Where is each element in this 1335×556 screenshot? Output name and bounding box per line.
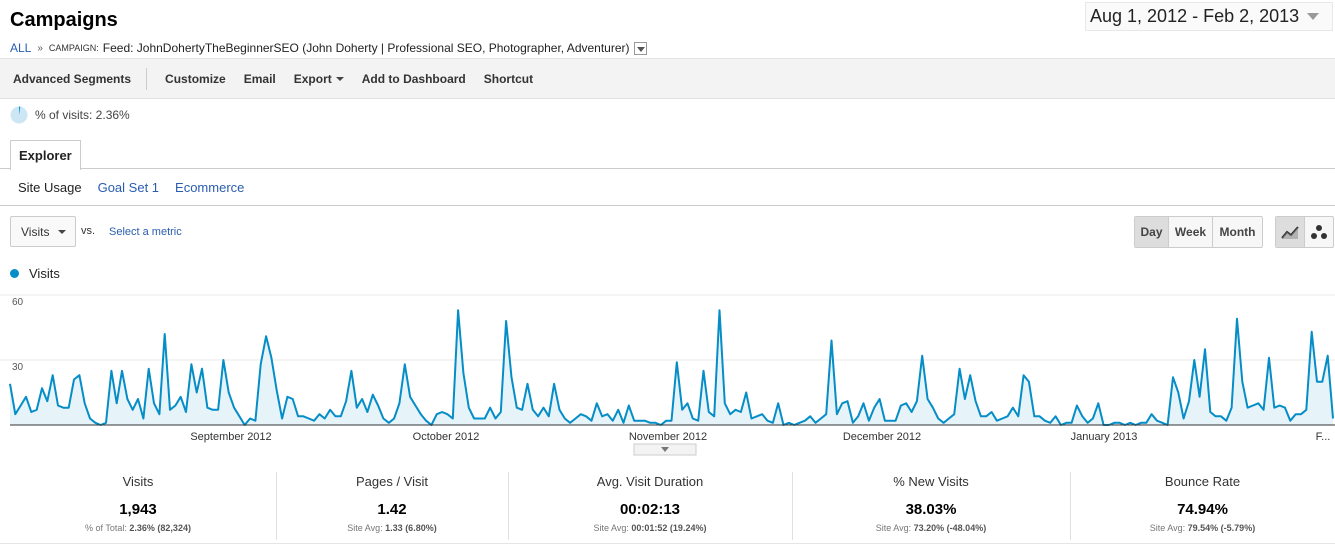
subtab-ecommerce[interactable]: Ecommerce: [175, 180, 245, 195]
breadcrumb-all-link[interactable]: ALL: [10, 41, 32, 55]
vs-label: vs.: [81, 225, 96, 237]
period-toggle: Day Week Month: [1134, 216, 1263, 248]
chart-legend: Visits: [10, 266, 60, 281]
scorecard-comparison-prefix: Site Avg:: [875, 523, 912, 533]
scorecard-label: Bounce Rate: [1164, 474, 1241, 489]
advanced-segments-button[interactable]: Advanced Segments: [13, 71, 132, 86]
segment-indicator: % of visits: 2.36%: [10, 106, 130, 124]
bubble-chart-icon: [1310, 225, 1327, 239]
toolbar-divider: [146, 67, 148, 90]
add-to-dashboard-button[interactable]: Add to Dashboard: [361, 71, 466, 86]
email-button[interactable]: Email: [243, 71, 276, 86]
scorecard-comparison-prefix: Site Avg:: [593, 523, 629, 533]
scorecard-comparison-value: 2.36% (82,324): [129, 523, 191, 533]
chart-collapse-handle[interactable]: [633, 443, 697, 456]
scorecard-comparison-value: 73.20% (-48.04%): [913, 523, 987, 533]
campaign-dropdown-button[interactable]: [633, 41, 647, 55]
scorecard-label: % New Visits: [893, 474, 969, 489]
scorecard-comparison-value: 79.54% (-5.79%): [1187, 523, 1256, 533]
scorecard[interactable]: Visits 1,943 % of Total: 2.36% (82,324): [0, 472, 276, 540]
period-day-button[interactable]: Day: [1135, 217, 1168, 247]
x-tick-label: September 2012: [190, 431, 271, 443]
report-toolbar: Advanced Segments Customize Email Export…: [0, 58, 1335, 99]
breadcrumb-separator: »: [37, 42, 43, 54]
line-chart-icon: [1280, 226, 1299, 239]
scorecard-comparison-value: 1.33 (6.80%): [385, 523, 437, 533]
breadcrumb-campaign-value: Feed: JohnDohertyTheBeginnerSEO (John Do…: [102, 41, 630, 55]
visits-line-chart: 60 30 September 2012 October 2012 November 2…: [0, 294, 1335, 456]
select-metric-link[interactable]: Select a metric: [109, 226, 182, 238]
customize-button[interactable]: Customize: [165, 71, 226, 86]
x-tick-label: F...: [1316, 431, 1331, 443]
scorecard-comparison-prefix: Site Avg:: [347, 523, 383, 533]
scorecard-value: 1.42: [377, 501, 407, 518]
section-divider: [0, 205, 1335, 206]
scorecard-divider: [792, 472, 793, 540]
scorecard-comparison-value: 00:01:52 (19.24%): [631, 523, 707, 533]
subtab-site-usage[interactable]: Site Usage: [18, 180, 82, 195]
chart-type-toggle: [1275, 216, 1334, 248]
period-month-button[interactable]: Month: [1212, 217, 1262, 247]
line-chart-button[interactable]: [1276, 217, 1305, 247]
scorecard-comparison-prefix: Site Avg:: [1149, 523, 1186, 533]
motion-chart-button[interactable]: [1305, 217, 1333, 247]
metric-select-label: Visits: [21, 224, 50, 239]
date-range-picker[interactable]: Aug 1, 2012 - Feb 2, 2013: [1085, 2, 1333, 31]
scorecard-value: 74.94%: [1177, 501, 1228, 518]
y-tick-label: 60: [12, 297, 24, 308]
chevron-down-icon: [335, 76, 344, 81]
scorecard[interactable]: Bounce Rate 74.94% Site Avg: 79.54% (-5.…: [1070, 472, 1335, 540]
x-tick-label: December 2012: [843, 431, 921, 443]
period-week-button[interactable]: Week: [1168, 217, 1212, 247]
scorecard-value: 00:02:13: [619, 501, 681, 518]
scorecard-value: 1,943: [119, 501, 157, 518]
chevron-down-icon: [1307, 13, 1320, 20]
x-tick-label: November 2012: [629, 431, 707, 443]
tab-explorer[interactable]: Explorer: [10, 140, 81, 170]
export-label: Export: [293, 71, 332, 86]
subtab-goal-set-1[interactable]: Goal Set 1: [97, 180, 160, 195]
scorecard-divider: [1070, 472, 1071, 540]
scorecard[interactable]: Avg. Visit Duration 00:02:13 Site Avg: 0…: [508, 472, 792, 540]
scorecard-value: 38.03%: [905, 501, 957, 518]
breadcrumb: ALL » CAMPAIGN: Feed: JohnDohertyTheBegi…: [10, 41, 647, 55]
tab-bar: Explorer: [0, 138, 1335, 170]
date-range-label: Aug 1, 2012 - Feb 2, 2013: [1090, 6, 1300, 26]
x-tick-label: January 2013: [1071, 431, 1138, 443]
legend-dot-icon: [10, 269, 19, 278]
legend-series-label: Visits: [29, 266, 60, 281]
scorecard[interactable]: Pages / Visit 1.42 Site Avg: 1.33 (6.80%…: [276, 472, 508, 540]
scorecard-comparison-prefix: % of Total:: [85, 523, 127, 533]
explorer-subtabs: Site Usage Goal Set 1 Ecommerce: [18, 180, 260, 195]
series-line-visits: [9, 309, 1334, 426]
x-tick-label: October 2012: [413, 431, 480, 443]
scorecard-divider: [276, 472, 277, 540]
y-tick-label: 30: [12, 362, 24, 373]
metric-select[interactable]: Visits: [10, 216, 76, 247]
scorecard-label: Avg. Visit Duration: [596, 474, 704, 489]
shortcut-button[interactable]: Shortcut: [483, 71, 534, 86]
segment-label: % of visits: 2.36%: [35, 108, 130, 122]
scorecard-comparison: % of Total: 2.36% (82,324): [0, 523, 276, 533]
scorecard-divider: [508, 472, 509, 540]
scorecard-comparison: Site Avg: 1.33 (6.80%): [276, 523, 508, 533]
scorecard-label: Visits: [122, 474, 154, 489]
scorecard[interactable]: % New Visits 38.03% Site Avg: 73.20% (-4…: [792, 472, 1070, 540]
scorecards: Visits 1,943 % of Total: 2.36% (82,324) P…: [0, 464, 1335, 544]
pie-icon: [10, 106, 28, 124]
page-title: Campaigns: [10, 9, 118, 31]
scorecard-comparison: Site Avg: 73.20% (-48.04%): [792, 523, 1070, 533]
breadcrumb-dimension-label: CAMPAIGN:: [48, 43, 99, 53]
export-button[interactable]: Export: [294, 72, 344, 86]
series-area-visits: [10, 310, 1333, 425]
scorecard-comparison: Site Avg: 00:01:52 (19.24%): [508, 523, 792, 533]
scorecard-comparison: Site Avg: 79.54% (-5.79%): [1070, 523, 1335, 533]
scorecard-label: Pages / Visit: [355, 474, 429, 489]
chevron-down-icon: [58, 229, 67, 234]
